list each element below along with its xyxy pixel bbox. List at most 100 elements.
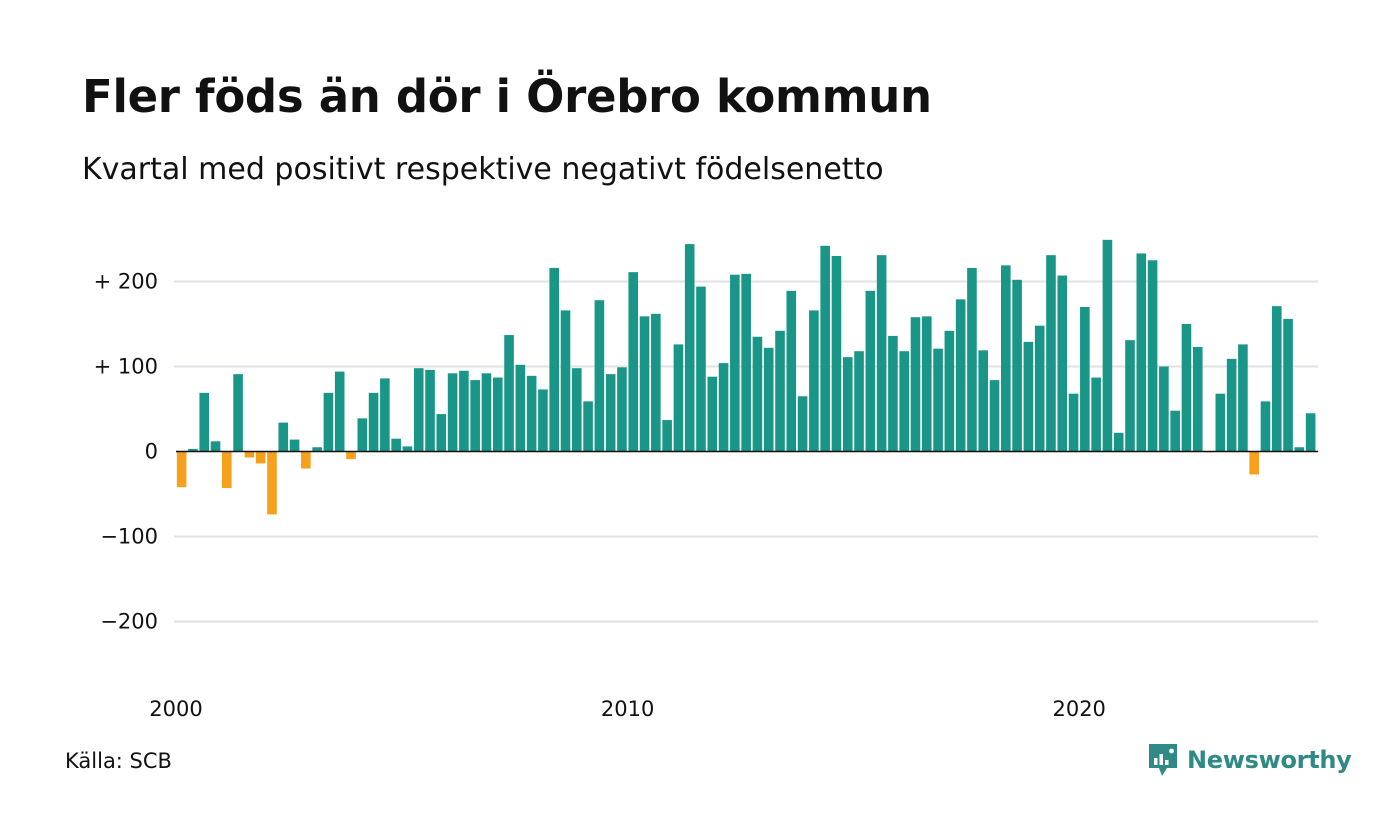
bar-positive [876,255,887,452]
bar-positive [1238,344,1248,452]
chart-subtitle: Kvartal med positivt respektive negativt… [82,152,884,187]
bar-positive [1125,340,1135,452]
bar-positive [402,446,413,452]
bar-positive [481,373,492,452]
bar-positive [1147,260,1158,452]
bar-positive [1034,325,1045,452]
newsworthy-logo-icon [1149,744,1177,776]
bar-positive [1170,410,1180,452]
bar-positive [775,330,785,452]
bar-positive [1023,341,1034,452]
bar-positive [1305,413,1316,452]
bar-positive [605,374,616,452]
bar-positive [1057,275,1068,452]
chart-title: Fler föds än dör i Örebro kommun [82,70,932,123]
bar-positive [854,351,864,452]
y-tick-label: −100 [100,525,158,549]
bar-positive [888,335,898,452]
bar-positive [752,336,763,452]
bar-positive [1012,279,1022,452]
bar-positive [391,438,401,452]
bar-negative [1249,451,1259,475]
bar-positive [447,373,458,452]
bar-negative [267,451,277,515]
x-tick-label: 2000 [149,697,202,721]
bar-positive [459,370,469,452]
bar-positive [696,286,706,452]
bar-positive [1283,318,1293,452]
bar-positive [639,316,650,452]
bar-positive [865,290,876,452]
bar-positive [538,389,548,452]
bar-positive [492,377,503,452]
bar-positive [786,290,797,452]
x-tick-label: 2010 [601,697,654,721]
bar-positive [933,348,943,452]
bar-positive [718,363,729,452]
bar-positive [1260,401,1271,452]
bars [176,239,1316,515]
bar-positive [199,392,210,452]
bar-positive [921,316,932,452]
bar-positive [1046,255,1056,452]
bar-positive [797,396,808,452]
bar-positive [1113,432,1124,452]
bar-positive [583,401,593,452]
bar-positive [334,371,345,452]
bar-negative [346,451,356,460]
brand-logo: Newsworthy [1147,740,1352,780]
bar-positive [312,447,322,452]
y-tick-label: + 100 [94,355,158,379]
bar-positive [1102,239,1113,452]
x-tick-label: 2020 [1052,697,1105,721]
bar-positive [1192,346,1203,452]
bar-positive [1294,447,1305,452]
bar-positive [210,441,221,452]
bar-positive [628,272,639,452]
bar-positive [707,376,718,452]
bar-positive [515,364,526,452]
bar-positive [357,418,368,452]
bar-positive [1159,366,1169,452]
bar-positive [413,368,424,452]
bar-positive [1215,393,1226,452]
y-tick-label: + 200 [94,270,158,294]
bar-positive [955,299,966,452]
bar-positive [741,273,751,452]
bar-positive [763,347,774,452]
bar-positive [560,310,571,452]
bar-positive [1181,324,1192,452]
bar-positive [899,351,909,452]
bar-positive [380,378,390,452]
bar-positive [651,313,661,452]
bar-positive [188,448,198,452]
bar-negative [301,451,311,469]
bar-positive [368,392,379,452]
bar-positive [572,368,582,452]
bar-negative [244,451,255,458]
y-axis-labels: + 200 + 100 0 −100 −200 [94,270,158,634]
bar-positive [278,422,289,452]
bar-positive [526,375,537,452]
brand-name: Newsworthy [1187,746,1352,774]
bar-positive [967,267,977,452]
bar-positive [504,335,514,452]
bar-positive [910,317,921,452]
bar-positive [233,374,243,452]
bar-positive [1271,306,1282,452]
bar-negative [255,451,266,464]
bar-positive [323,392,334,452]
bar-positive [1136,253,1147,452]
bar-positive [1001,265,1011,452]
bar-positive [673,344,684,452]
bar-positive [944,330,955,452]
bar-positive [1091,377,1101,452]
bar-positive [425,369,435,452]
bar-positive [831,256,842,452]
source-note: Källa: SCB [65,749,172,773]
bar-positive [662,420,672,452]
bar-positive [594,300,605,452]
bar-positive [289,439,300,452]
bar-negative [222,451,232,489]
